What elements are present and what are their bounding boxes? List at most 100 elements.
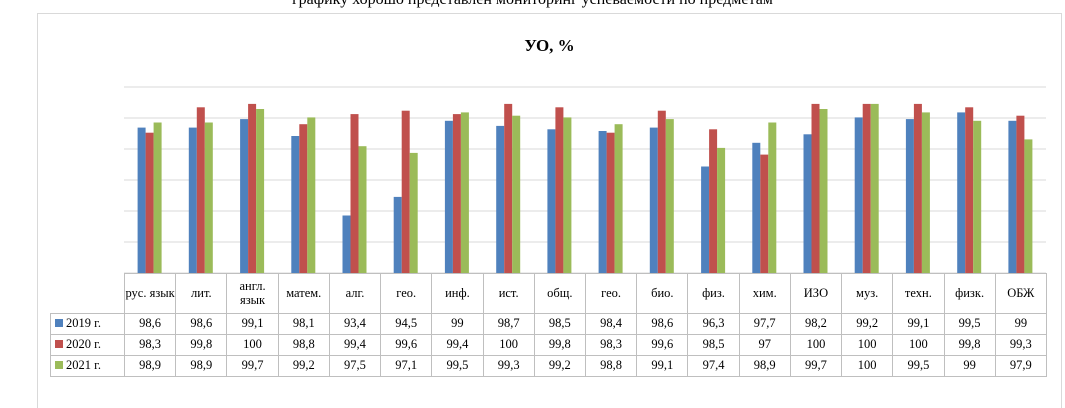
bar [153, 122, 162, 273]
bar [965, 107, 974, 273]
bar [248, 103, 257, 274]
bar [760, 154, 769, 273]
data-label: 99,3 [482, 355, 535, 377]
bar [701, 166, 710, 273]
data-label: 99,4 [431, 334, 484, 356]
bar [862, 103, 871, 274]
bar [905, 119, 914, 273]
category-label: техн. [892, 273, 945, 314]
bar [973, 120, 982, 273]
series-row: 2020 г. 98,3 99,8 100 98,8 99,4 99,6 99,4 100 99,… [50, 334, 1047, 356]
bar [137, 127, 146, 273]
bar [606, 132, 615, 273]
data-table: рус. язык лит. англ. язык матем. алг. гео. инф… [50, 273, 1047, 377]
data-label: 99,6 [380, 334, 433, 356]
bar [717, 147, 726, 273]
bar [913, 103, 922, 274]
data-label: 99,2 [841, 313, 894, 335]
data-label: 99,3 [994, 334, 1047, 356]
data-label: 99 [994, 313, 1047, 335]
data-label: 97,5 [328, 355, 382, 377]
data-label: 98,3 [584, 334, 638, 356]
data-label: 97,9 [994, 355, 1047, 377]
category-label: физк. [943, 273, 996, 314]
table-corner [50, 273, 125, 314]
bar [768, 122, 777, 273]
series-name: 2020 г. [66, 337, 101, 352]
legend-entry: 2021 г. [50, 355, 125, 377]
bar [291, 136, 300, 273]
data-label: 97,7 [738, 313, 791, 335]
data-label: 99,7 [789, 355, 843, 377]
data-label: 98,6 [175, 313, 228, 335]
data-label: 98,9 [123, 355, 177, 377]
data-label: 100 [789, 334, 843, 356]
category-label: гео. [380, 273, 433, 314]
data-label: 98,1 [277, 313, 330, 335]
data-label: 100 [226, 334, 279, 356]
bar [444, 120, 453, 273]
data-label: 100 [892, 334, 945, 356]
data-label: 98,6 [123, 313, 177, 335]
category-label: матем. [277, 273, 330, 314]
category-label: рус. язык [123, 273, 177, 314]
bar [819, 109, 828, 273]
series-name: 2021 г. [66, 358, 101, 373]
bar [811, 103, 820, 274]
category-label: хим. [738, 273, 791, 314]
data-label: 98,5 [687, 334, 740, 356]
category-label: инф. [431, 273, 484, 314]
bar [870, 103, 879, 274]
legend-swatch [55, 319, 63, 328]
data-label: 98,9 [175, 355, 228, 377]
bar [563, 117, 572, 274]
bar [555, 107, 564, 273]
category-label: муз. [841, 273, 894, 314]
bar [342, 215, 351, 273]
data-label: 98,6 [636, 313, 689, 335]
bar [752, 142, 761, 273]
bar [188, 127, 197, 273]
bar [504, 103, 513, 274]
bar [649, 127, 658, 273]
bar [957, 112, 966, 274]
data-label: 98,7 [482, 313, 535, 335]
data-label: 99,5 [892, 355, 945, 377]
bar [409, 152, 418, 273]
bar [196, 107, 205, 273]
data-label: 97,1 [380, 355, 433, 377]
category-label: англ. язык [226, 273, 279, 314]
category-label: физ. [687, 273, 740, 314]
bar [393, 196, 402, 273]
bar [204, 122, 213, 273]
bar [401, 110, 410, 273]
legend-swatch [55, 340, 63, 349]
data-label: 99,4 [328, 334, 382, 356]
data-label: 99,7 [226, 355, 279, 377]
data-label: 99,5 [943, 313, 996, 335]
category-label: ист. [482, 273, 535, 314]
legend-entry: 2019 г. [50, 313, 125, 335]
bar [256, 109, 265, 273]
page-caption: графику хорошо представлен мониторинг ус… [0, 0, 1065, 11]
category-label: лит. [175, 273, 228, 314]
series-name: 2019 г. [66, 316, 101, 331]
bar [358, 146, 367, 273]
category-label: био. [636, 273, 689, 314]
data-label: 98,3 [123, 334, 177, 356]
data-label: 100 [841, 355, 894, 377]
bar [452, 114, 461, 273]
category-label: ОБЖ [994, 273, 1047, 314]
chart-frame [37, 13, 1062, 408]
data-label: 99,8 [533, 334, 586, 356]
data-label: 99,1 [636, 355, 689, 377]
data-label: 99,2 [277, 355, 330, 377]
bar [709, 129, 718, 273]
data-label: 99,8 [175, 334, 228, 356]
data-label: 97 [738, 334, 791, 356]
data-label: 98,2 [789, 313, 843, 335]
data-label: 99,6 [636, 334, 689, 356]
legend-swatch [55, 361, 63, 370]
data-label: 100 [482, 334, 535, 356]
